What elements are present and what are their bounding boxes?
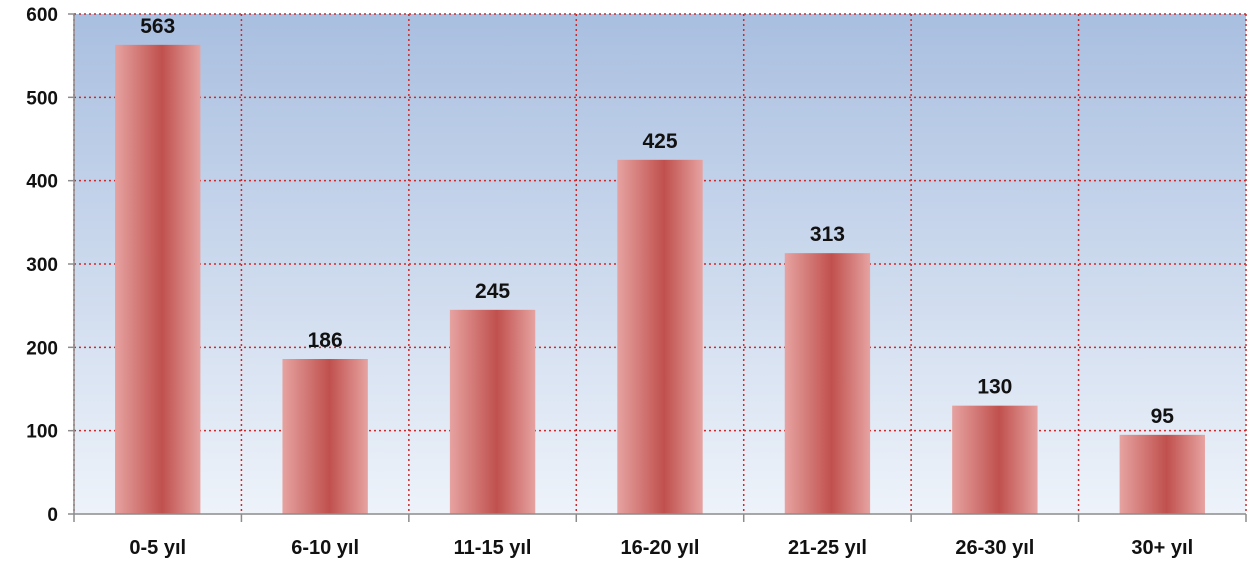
x-tick-label: 30+ yıl: [1131, 537, 1193, 559]
bar: [115, 44, 201, 514]
data-label: 245: [475, 280, 510, 303]
bar: [282, 359, 368, 514]
bars: [115, 44, 1205, 515]
axes: [68, 13, 1247, 522]
y-tick-label: 200: [26, 338, 58, 359]
y-tick-label: 0: [47, 505, 58, 526]
x-tick-label: 21-25 yıl: [788, 537, 867, 559]
data-label: 186: [308, 329, 343, 352]
data-label: 563: [140, 15, 175, 38]
x-tick-label: 11-15 yıl: [454, 537, 532, 559]
x-tick-label: 6-10 yıl: [291, 537, 359, 559]
y-tick-label: 600: [26, 5, 58, 26]
bar: [784, 253, 871, 514]
x-tick-label: 0-5 yıl: [129, 537, 186, 559]
data-label: 130: [977, 376, 1012, 399]
labels: 563 0-5 yıl 186 6-10 yıl 245 11-15 yıl 425 16-2…: [26, 5, 1193, 559]
bar: [617, 159, 703, 515]
y-tick-label: 500: [26, 88, 58, 109]
x-tick-label: 16-20 yıl: [621, 537, 700, 559]
data-label: 313: [810, 223, 845, 246]
data-label: 425: [642, 130, 677, 153]
x-tick-label: 26-30 yıl: [955, 537, 1034, 559]
bar: [449, 309, 536, 514]
data-label: 95: [1151, 405, 1175, 428]
bar: [1119, 434, 1205, 514]
y-tick-label: 100: [26, 422, 58, 443]
y-tick-label: 300: [26, 255, 58, 276]
y-tick-label: 400: [26, 172, 58, 193]
bar: [952, 405, 1038, 514]
